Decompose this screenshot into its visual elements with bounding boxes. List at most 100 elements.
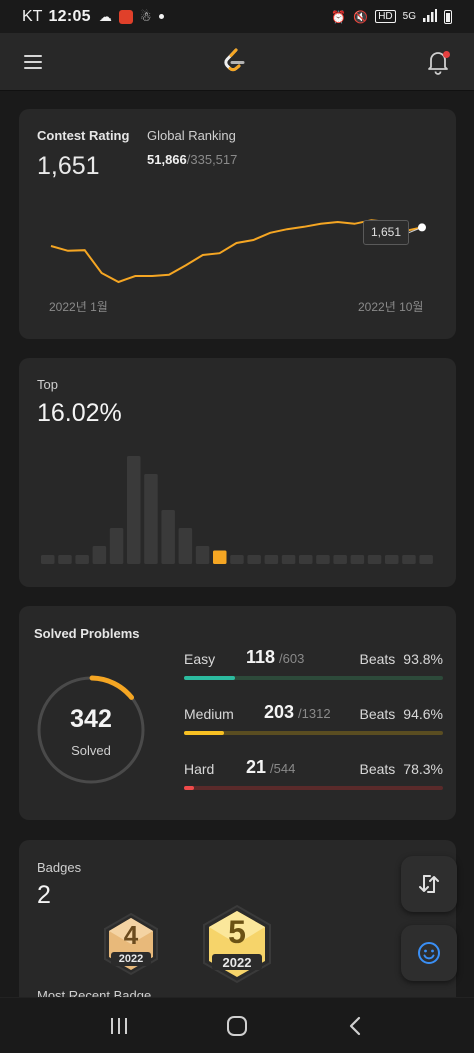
badge-number: 5 <box>228 914 246 950</box>
contest-rating-card: Contest Rating 1,651 Global Ranking 51,8… <box>19 109 456 339</box>
difficulty-medium: Medium 203/1312 Beats 94.6% <box>184 702 443 744</box>
alarm-icon: ⏰ <box>331 9 347 24</box>
difficulty-solved: 203 <box>264 702 295 722</box>
difficulty-count: 21/544 <box>246 757 295 778</box>
histogram-bar <box>419 555 433 564</box>
badge-year: 2022 <box>118 953 144 965</box>
badge-item[interactable]: 4 2022 <box>103 912 159 976</box>
battery-icon <box>444 9 452 24</box>
signal-icon <box>423 8 437 25</box>
solved-count-label: Solved <box>71 743 111 758</box>
histogram-bar <box>195 546 210 564</box>
badges-label: Badges <box>37 860 82 875</box>
app-icon <box>118 9 133 24</box>
difficulty-count: 203/1312 <box>264 702 331 723</box>
top-percentile-card: Top 16.02% <box>19 358 456 587</box>
rating-label: Contest Rating <box>37 128 130 143</box>
recents-icon[interactable] <box>99 1011 139 1041</box>
histogram-bar <box>144 474 158 564</box>
difficulty-count: 118/603 <box>246 647 304 668</box>
solved-title: Solved Problems <box>34 626 140 641</box>
solved-ring-progress <box>89 675 135 700</box>
top-label: Top <box>37 377 58 392</box>
rating-line <box>50 219 423 284</box>
histogram-bar <box>350 555 365 564</box>
notification-dot <box>443 50 450 58</box>
difficulty-solved: 118 <box>246 647 276 667</box>
histogram-bar <box>230 555 244 564</box>
ranking-label: Global Ranking <box>147 128 236 143</box>
difficulty-name: Easy <box>184 651 216 667</box>
beats-label: Beats <box>359 706 396 722</box>
difficulty-beats: Beats 94.6% <box>359 706 443 722</box>
solved-ring <box>37 675 145 784</box>
difficulty-progress-track <box>184 786 443 790</box>
mute-icon: 🔇 <box>353 9 369 24</box>
back-icon[interactable] <box>335 1011 375 1041</box>
beats-label: Beats <box>359 761 396 777</box>
status-time: 12:05 <box>48 7 91 25</box>
badges-count: 2 <box>37 881 51 909</box>
difficulty-beats: Beats 78.3% <box>359 761 443 777</box>
home-icon[interactable] <box>217 1011 257 1041</box>
histogram-bar <box>127 456 141 564</box>
histogram-bar <box>41 555 55 564</box>
rating-value: 1,651 <box>37 152 100 180</box>
histogram-bar <box>247 555 261 564</box>
histogram-bar <box>58 555 72 564</box>
difficulty-name: Medium <box>184 706 234 722</box>
solved-problems-card: Solved Problems 342 Solved Easy 118/603 … <box>19 606 456 820</box>
x-axis-start-label: 2022년 1월 <box>49 300 108 314</box>
beats-label: Beats <box>359 651 396 667</box>
rating-tooltip: 1,651 <box>363 220 410 245</box>
beats-value: 93.8% <box>403 651 443 667</box>
top-block: Top 16.02% <box>37 377 122 428</box>
histogram-bar <box>264 555 279 564</box>
system-nav-bar <box>0 997 474 1053</box>
difficulty-total: /544 <box>270 761 296 776</box>
system-icons: ⏰ 🔇 HD 5G <box>331 8 452 25</box>
histogram-bar <box>367 555 382 564</box>
histogram-bar <box>299 555 313 564</box>
chat-icon: ☁ <box>98 8 112 24</box>
histogram-bar <box>316 555 330 564</box>
rating-chart <box>50 219 426 284</box>
x-axis-end-label: 2022년 10월 <box>358 300 424 314</box>
percentile-histogram <box>41 456 433 564</box>
leetcode-logo[interactable] <box>219 47 249 77</box>
difficulty-progress-fill <box>184 786 195 790</box>
difficulty-progress-track <box>184 676 443 680</box>
notification-icons: ☁ ☃ <box>99 9 164 25</box>
feedback-button[interactable] <box>401 925 457 981</box>
mascot-icon: ☃ <box>139 8 152 24</box>
beats-value: 78.3% <box>403 761 443 777</box>
rating-block: Contest Rating 1,651 <box>37 128 129 181</box>
switch-icon <box>419 875 439 893</box>
solved-count: 342 <box>70 705 112 733</box>
bell-icon[interactable] <box>426 49 450 75</box>
histogram-bar <box>178 528 193 564</box>
rating-end-point[interactable] <box>418 223 426 232</box>
histogram-bar-current <box>213 550 227 564</box>
network-icon: 5G <box>402 11 416 22</box>
difficulty-hard: Hard 21/544 Beats 78.3% <box>184 757 443 799</box>
more-notifications-icon <box>158 14 164 19</box>
histogram-bar <box>161 510 175 564</box>
difficulty-beats: Beats 93.8% <box>359 651 443 667</box>
switch-button[interactable] <box>401 856 457 912</box>
histogram-bar <box>281 555 296 564</box>
ranking-total: /335,517 <box>186 152 238 167</box>
badge-year: 2022 <box>222 955 252 970</box>
badge-item[interactable]: 5 2022 <box>202 904 272 984</box>
histogram-bar <box>333 555 347 564</box>
ranking-value: 51,866/335,517 <box>147 152 237 167</box>
difficulty-total: /603 <box>279 651 305 666</box>
beats-value: 94.6% <box>403 706 443 722</box>
histogram-bar <box>75 555 89 564</box>
histogram-bar <box>402 555 416 564</box>
difficulty-easy: Easy 118/603 Beats 93.8% <box>184 647 443 689</box>
difficulty-progress-track <box>184 731 443 735</box>
hamburger-icon[interactable] <box>24 54 42 69</box>
hd-icon: HD <box>375 10 396 23</box>
badge-number: 4 <box>123 920 139 950</box>
